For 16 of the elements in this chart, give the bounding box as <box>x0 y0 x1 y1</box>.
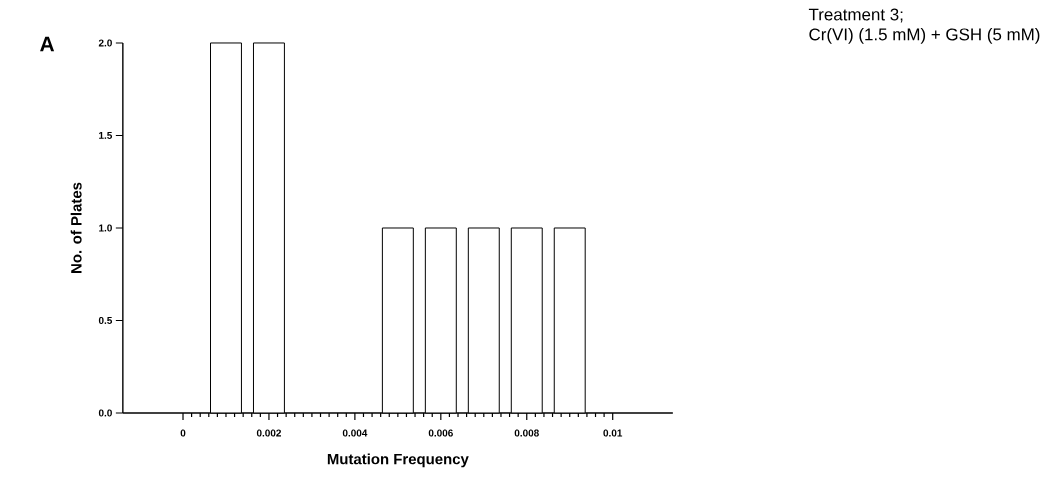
y-tick-label: 2.0 <box>98 39 112 47</box>
y-tick-label: 1.0 <box>99 224 112 232</box>
x-tick-label: 0.008 <box>514 429 539 437</box>
y-tick-label: 1.5 <box>99 132 113 139</box>
x-tick-label: 0 <box>180 429 186 437</box>
x-tick-label: 0.004 <box>342 429 368 437</box>
text: A <box>40 36 55 52</box>
x-axis-title: Mutation Frequency <box>327 453 469 468</box>
y-tick-label: 0.5 <box>98 316 113 325</box>
y-tick-label: 0.0 <box>98 409 112 417</box>
text: Cr(VI) (1.5 mM) + GSH (5 mM) <box>809 28 1040 44</box>
y-axis-title: No. of Plates <box>70 182 82 273</box>
x-tick-label: 0.002 <box>256 429 282 437</box>
text: Treatment 3; <box>808 8 903 23</box>
x-tick-label: 0.006 <box>428 429 453 437</box>
x-tick-label: 0.01 <box>603 429 623 437</box>
